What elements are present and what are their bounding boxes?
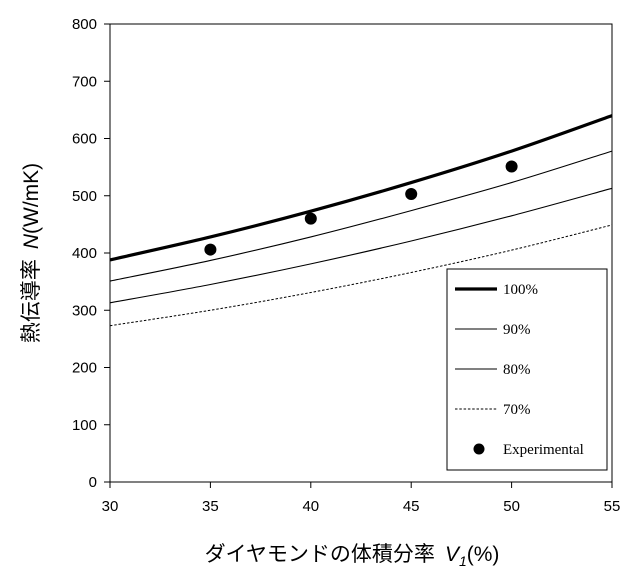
y-tick-label: 500 (72, 188, 97, 205)
x-axis-unit: (%) (467, 543, 500, 566)
x-tick-label: 30 (102, 498, 119, 515)
legend-label: 80% (503, 362, 531, 378)
y-tick-label: 700 (72, 73, 97, 90)
x-tick-label: 35 (202, 498, 219, 515)
series-line-100 (109, 114, 613, 262)
series-line-90 (109, 150, 613, 282)
y-axis-symbol: N (20, 233, 43, 249)
y-tick-label: 300 (72, 302, 97, 319)
y-axis: 0 100 200 300 400 500 600 700 800 (72, 16, 110, 491)
legend-label: 90% (503, 322, 531, 338)
y-tick-label: 800 (72, 16, 97, 33)
legend: 100% 90% 80% 70% Experimental (446, 268, 608, 471)
series-line-80 (109, 187, 613, 304)
x-tick-label: 50 (503, 498, 520, 515)
y-axis-title: 熱伝導率 N(W/mK) (19, 163, 43, 343)
x-tick-label: 45 (403, 498, 420, 515)
x-axis-title-text: ダイヤモンドの体積分率 (205, 542, 435, 566)
x-tick-label: 40 (302, 498, 319, 515)
y-tick-label: 0 (89, 474, 97, 491)
x-axis-subscript: 1 (459, 553, 467, 569)
experimental-point (405, 188, 418, 201)
series-line-70 (109, 224, 613, 327)
y-axis-title-text: 熱伝導率 (19, 259, 43, 343)
x-axis-symbol: V (445, 543, 461, 566)
x-axis-title: ダイヤモンドの体積分率 V1(%) (205, 542, 500, 569)
experimental-point (304, 212, 317, 225)
legend-label: 100% (503, 282, 538, 298)
y-tick-label: 600 (72, 131, 97, 148)
legend-label: 70% (503, 402, 531, 418)
series-layer (109, 114, 613, 327)
legend-marker (473, 443, 485, 455)
y-tick-label: 100 (72, 417, 97, 434)
y-tick-label: 200 (72, 360, 97, 377)
experimental-point (204, 243, 217, 256)
y-axis-unit: (W/mK) (20, 163, 43, 234)
x-tick-label: 55 (604, 498, 621, 515)
legend-label: Experimental (503, 442, 584, 458)
y-tick-label: 400 (72, 245, 97, 262)
x-axis: 30 35 40 45 50 55 (102, 482, 621, 515)
experimental-point (505, 160, 518, 173)
